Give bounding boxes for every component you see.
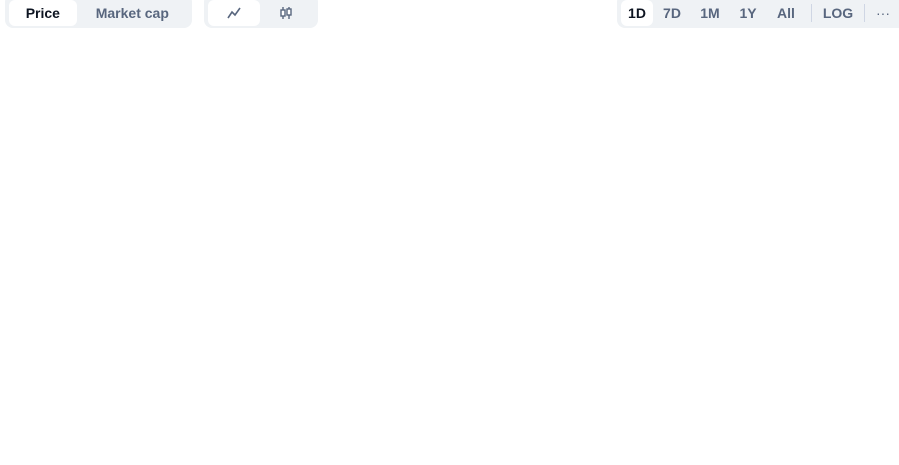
currency-label: USD bbox=[862, 429, 889, 444]
tab-price[interactable]: Price bbox=[9, 0, 77, 26]
watermark-text: CoinMarketCap bbox=[704, 380, 822, 397]
range-7d[interactable]: 7D bbox=[663, 5, 681, 21]
watermark: CoinMarketCap bbox=[670, 375, 822, 401]
chart-style-tabs bbox=[204, 0, 318, 28]
tab-market-cap[interactable]: Market cap bbox=[95, 5, 169, 21]
y-tick-label: 83.50K bbox=[851, 97, 893, 112]
range-1m[interactable]: 1M bbox=[700, 5, 720, 21]
y-tick-label: 81.50K bbox=[851, 320, 893, 335]
separator bbox=[811, 4, 812, 22]
y-tick-label: 83.00K bbox=[851, 153, 893, 168]
line-icon bbox=[227, 7, 241, 19]
x-tick-label: 9:00 PM bbox=[721, 451, 769, 465]
candle-icon bbox=[280, 7, 292, 19]
watermark-logo-mark bbox=[676, 380, 691, 393]
price-line bbox=[31, 77, 847, 343]
range-tabs: 1D 7D 1M 1Y All LOG ··· bbox=[617, 0, 899, 28]
volume-area bbox=[5, 390, 848, 442]
x-tick-label: 3:00 AM bbox=[91, 451, 139, 465]
x-tick-label: 12:00 PM bbox=[402, 451, 458, 465]
separator bbox=[864, 4, 865, 22]
price-area bbox=[31, 78, 846, 342]
x-tick-label: 9:00 AM bbox=[301, 451, 349, 465]
x-tick-label: 31 Mar bbox=[2, 451, 43, 465]
watermark-logo bbox=[670, 375, 696, 401]
range-1d[interactable]: 1D bbox=[621, 0, 653, 26]
line-chart-button[interactable] bbox=[208, 0, 260, 26]
x-tick-label: 6:00 AM bbox=[196, 451, 244, 465]
metric-tabs: Price Market cap bbox=[5, 0, 192, 28]
more-menu[interactable]: ··· bbox=[876, 5, 890, 21]
last-price-label: 82.44K bbox=[853, 216, 896, 231]
x-tick-label: 3:00 PM bbox=[511, 451, 559, 465]
baseline-arrow bbox=[1, 210, 5, 219]
range-1y[interactable]: 1Y bbox=[739, 5, 757, 21]
range-all[interactable]: All bbox=[777, 5, 795, 21]
baseline-label: 82.52K bbox=[11, 206, 53, 221]
candle-chart-button[interactable] bbox=[260, 0, 312, 26]
y-tick-label: 82.00K bbox=[851, 264, 893, 279]
y-tick-label: 81.00K bbox=[851, 376, 893, 391]
last-price-tag bbox=[848, 212, 899, 235]
log-toggle[interactable]: LOG bbox=[822, 5, 854, 21]
x-tick-label: 6:00 PM bbox=[616, 451, 664, 465]
baseline-label-bg bbox=[9, 205, 55, 223]
